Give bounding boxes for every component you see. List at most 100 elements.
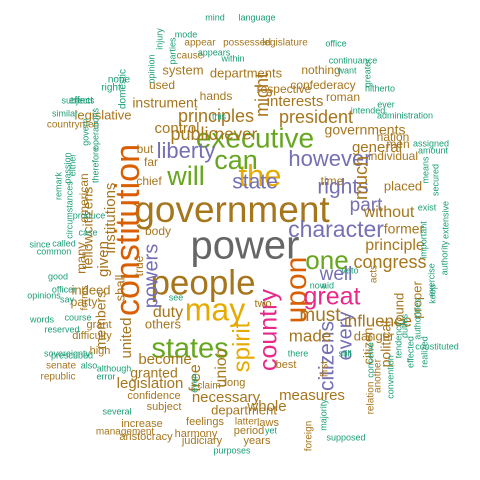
word-error: error <box>96 371 115 381</box>
word-proper: proper <box>409 281 424 319</box>
word-reserved: reserved <box>44 324 79 334</box>
word-measures: measures <box>279 387 345 404</box>
word-country: country <box>255 289 283 371</box>
word-become: become <box>138 351 191 368</box>
word-mode: mode <box>175 29 198 39</box>
word-part: part <box>350 195 383 216</box>
word-circumstances: circumstances <box>64 181 74 239</box>
word-since: since <box>29 239 50 249</box>
word-operations: operations <box>90 107 100 150</box>
word-great: great <box>304 283 361 311</box>
word-officer: officer <box>52 284 76 294</box>
word-control: control <box>154 120 199 137</box>
word-good: good <box>48 271 68 281</box>
word-harmony: harmony <box>175 428 218 440</box>
word-used: used <box>149 78 175 92</box>
word-two: two <box>254 298 271 310</box>
word-will: will <box>166 161 205 191</box>
word-effect: effect <box>69 96 93 107</box>
word-indeed: indeed <box>71 282 110 297</box>
word-states: states <box>151 333 228 365</box>
word-interests: interests <box>267 93 324 110</box>
word-cause: cause <box>177 51 204 62</box>
word-course: course <box>64 312 91 322</box>
word-right: right <box>101 83 121 94</box>
word-roman: roman <box>326 90 360 104</box>
word-the: the <box>238 158 281 193</box>
word-placed: placed <box>384 178 422 193</box>
word-several: several <box>102 406 131 416</box>
word-authorities: authorities <box>412 298 422 340</box>
word-general: general <box>352 139 402 156</box>
word-much: much <box>351 156 371 200</box>
word-upon: upon <box>280 257 313 324</box>
word-office: office <box>325 38 346 48</box>
word-nothing: nothing <box>301 63 340 77</box>
word-system: system <box>162 62 203 77</box>
word-far: far <box>144 155 158 169</box>
word-political: political <box>378 321 394 368</box>
word-respective: respective <box>257 82 312 96</box>
word-legislature: legislature <box>262 38 308 49</box>
word-subjects: subjects <box>61 95 95 105</box>
word-one: one <box>305 245 348 275</box>
word-people: people <box>150 263 255 302</box>
word-govern: govern <box>80 118 90 146</box>
word-exercise: exercise <box>426 263 436 297</box>
word-continuance: continuance <box>329 55 378 65</box>
word-period: period <box>234 425 265 437</box>
word-hitherto: hitherto <box>365 83 395 93</box>
word-another: another <box>373 358 384 393</box>
word-opinion: opinion <box>146 54 156 83</box>
word-subject: subject <box>147 401 182 413</box>
word-constitution: constitution <box>109 144 147 316</box>
word-want: want <box>336 65 357 75</box>
word-realized: realized <box>419 336 429 368</box>
word-tendency: tendency <box>393 321 403 358</box>
word-must: must <box>299 305 341 326</box>
word-principle: principle <box>365 237 425 254</box>
word-none: none <box>108 75 131 86</box>
word-administration: administration <box>377 110 433 120</box>
word-hands: hands <box>200 89 233 103</box>
word-language: language <box>238 12 275 22</box>
word-greater: greater <box>362 59 372 88</box>
word-former: former <box>384 221 425 237</box>
word-granted: granted <box>130 365 177 381</box>
word-true: true <box>132 255 146 276</box>
word-government: government <box>134 189 330 230</box>
word-powers: powers <box>140 244 162 308</box>
word-appear: appear <box>184 38 216 49</box>
word-character: character <box>288 216 384 242</box>
word-case: case <box>78 227 97 237</box>
word-never: never <box>215 124 258 143</box>
word-high: high <box>90 345 111 357</box>
word-increase: increase <box>121 418 163 430</box>
word-feelings: feelings <box>186 416 224 428</box>
word-passion: passion <box>62 152 72 183</box>
word-republic: republic <box>40 372 75 383</box>
word-chief: chief <box>136 174 162 188</box>
word-say: say <box>60 294 75 304</box>
word-confidence: confidence <box>127 390 180 402</box>
word-either: either <box>67 154 77 177</box>
word-judiciary: judiciary <box>181 435 223 447</box>
word-produce: produce <box>73 210 106 220</box>
word-keep: keep <box>427 284 437 304</box>
word-acts: acts <box>369 265 380 283</box>
word-spirit: spirit <box>228 321 255 372</box>
word-management: management <box>96 427 155 438</box>
word-difficulty: difficulty <box>72 330 112 342</box>
word-called: called <box>52 238 76 248</box>
word-department: department <box>211 402 277 417</box>
word-party: party <box>71 295 98 309</box>
word-words: words <box>29 314 55 324</box>
word-convention: convention <box>385 355 395 399</box>
word-men: men <box>386 137 409 151</box>
word-still: still <box>339 348 352 358</box>
word-latter: latter <box>235 417 258 428</box>
word-years: years <box>244 435 271 447</box>
word-foreign: foreign <box>304 421 315 452</box>
word-opinions: opinions <box>27 290 61 300</box>
